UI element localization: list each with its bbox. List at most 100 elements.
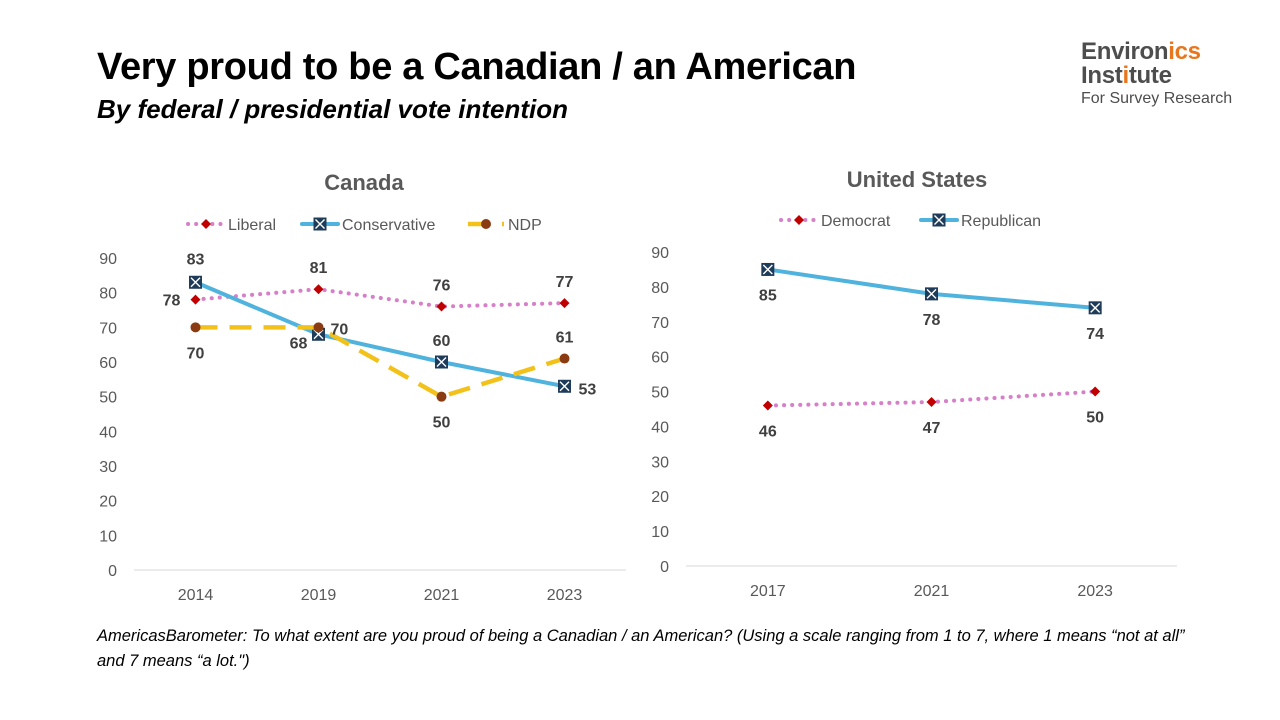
canada-ytick-label: 20 <box>99 494 117 511</box>
canada-ytick-label: 90 <box>99 251 117 268</box>
logo-line-2: Institute <box>1081 62 1172 89</box>
data-point <box>1088 301 1102 315</box>
canada-data-label: 61 <box>556 330 574 347</box>
canada-legend-ndp: NDP <box>468 217 542 234</box>
canada-ytick-label: 40 <box>99 424 117 441</box>
data-point <box>559 298 570 309</box>
canada-xtick-label: 2014 <box>178 587 214 604</box>
data-point <box>559 353 570 364</box>
legend-swatch-marker <box>932 213 946 227</box>
data-point <box>925 287 938 301</box>
canada-data-label: 60 <box>433 333 451 350</box>
data-point-cross <box>762 264 773 275</box>
united-states-ytick-label: 80 <box>651 280 669 297</box>
series-line <box>193 280 567 389</box>
canada-data-label: 50 <box>433 415 451 432</box>
canada-data-label: 68 <box>290 335 308 352</box>
page-title: Very proud to be a Canadian / an America… <box>97 46 857 88</box>
canada-ytick-label: 0 <box>108 563 117 580</box>
data-point <box>762 400 773 411</box>
legend-swatch-marker <box>481 219 491 229</box>
canada-data-label: 70 <box>187 345 205 362</box>
legend-label: NDP <box>508 217 542 234</box>
united-states-legend-republican: Republican <box>919 213 1041 230</box>
united-states-xtick-label: 2023 <box>1077 583 1113 600</box>
canada-xtick-label: 2023 <box>547 587 583 604</box>
legend-label: Republican <box>961 213 1041 230</box>
united-states-data-label: 85 <box>759 287 777 304</box>
footnote: AmericasBarometer: To what extent are yo… <box>97 627 1185 670</box>
data-point <box>436 391 447 402</box>
legend-swatch-marker-cross <box>934 215 944 225</box>
canada-data-label: 77 <box>556 274 574 291</box>
canada-ytick-label: 50 <box>99 390 117 407</box>
canada-legend-conservative: Conservative <box>300 217 435 234</box>
united-states-data-label: 78 <box>923 312 941 329</box>
canada-ytick-label: 80 <box>99 286 117 303</box>
data-point <box>313 322 324 333</box>
canada-data-label: 78 <box>163 293 181 310</box>
canada-chart-title: Canada <box>324 170 404 195</box>
data-point <box>761 262 775 276</box>
united-states-ytick-label: 0 <box>660 559 669 576</box>
data-point <box>436 301 447 312</box>
canada-xtick-label: 2021 <box>424 587 460 604</box>
united-states-data-label: 50 <box>1086 410 1104 427</box>
data-point <box>435 355 448 369</box>
data-point <box>313 284 324 295</box>
data-point <box>926 397 937 408</box>
united-states-data-label: 46 <box>759 424 777 441</box>
canada-xtick-label: 2019 <box>301 587 337 604</box>
canada-series-ndp <box>190 322 570 402</box>
legend-label: Democrat <box>821 213 891 230</box>
data-point-cross <box>1090 302 1101 313</box>
united-states-legend-democrat: Democrat <box>779 213 891 230</box>
data-point-cross <box>926 288 937 299</box>
data-point-cross <box>559 381 570 392</box>
united-states-chart-title: United States <box>847 167 988 192</box>
environics-logo: Environics Institute For Survey Research <box>1081 40 1232 107</box>
united-states-ytick-label: 10 <box>651 524 669 541</box>
canada-data-label: 53 <box>579 381 597 398</box>
data-point <box>558 379 571 393</box>
logo-line-3: For Survey Research <box>1081 90 1233 107</box>
data-point <box>1090 386 1101 397</box>
canada-series-liberal <box>190 284 570 312</box>
united-states-xtick-label: 2017 <box>750 583 786 600</box>
data-point <box>190 322 201 333</box>
page-subtitle: By federal / presidential vote intention <box>97 94 568 124</box>
data-point <box>190 294 201 305</box>
legend-swatch-marker <box>794 215 804 225</box>
canada-data-label: 81 <box>310 260 328 277</box>
united-states-data-label: 74 <box>1086 326 1104 343</box>
legend-swatch-marker <box>201 219 211 229</box>
canada-data-label: 83 <box>187 251 205 268</box>
united-states-ytick-label: 50 <box>651 385 669 402</box>
data-point-cross <box>436 357 447 367</box>
united-states-ytick-label: 40 <box>651 419 669 436</box>
canada-data-label: 76 <box>433 278 451 295</box>
united-states-series-republican <box>761 262 1102 315</box>
canada-ytick-label: 60 <box>99 355 117 372</box>
legend-label: Liberal <box>228 217 276 234</box>
united-states-ytick-label: 90 <box>651 245 669 262</box>
logo-line-1: Environics <box>1081 38 1201 65</box>
series-line <box>193 287 567 309</box>
data-point-cross <box>190 277 201 288</box>
canada-data-label: 70 <box>331 321 349 338</box>
canada-ytick-label: 10 <box>99 528 117 545</box>
united-states-ytick-label: 60 <box>651 350 669 367</box>
united-states-ytick-label: 30 <box>651 454 669 471</box>
legend-swatch-marker-cross <box>315 219 325 229</box>
legend-swatch-marker <box>313 217 327 231</box>
united-states-series-democrat <box>762 386 1101 411</box>
united-states-xtick-label: 2021 <box>914 583 950 600</box>
legend-label: Conservative <box>342 217 435 234</box>
united-states-ytick-label: 70 <box>651 315 669 332</box>
canada-ytick-label: 30 <box>99 459 117 476</box>
united-states-data-label: 47 <box>923 420 941 437</box>
united-states-ytick-label: 20 <box>651 489 669 506</box>
canada-legend-liberal: Liberal <box>186 217 276 234</box>
